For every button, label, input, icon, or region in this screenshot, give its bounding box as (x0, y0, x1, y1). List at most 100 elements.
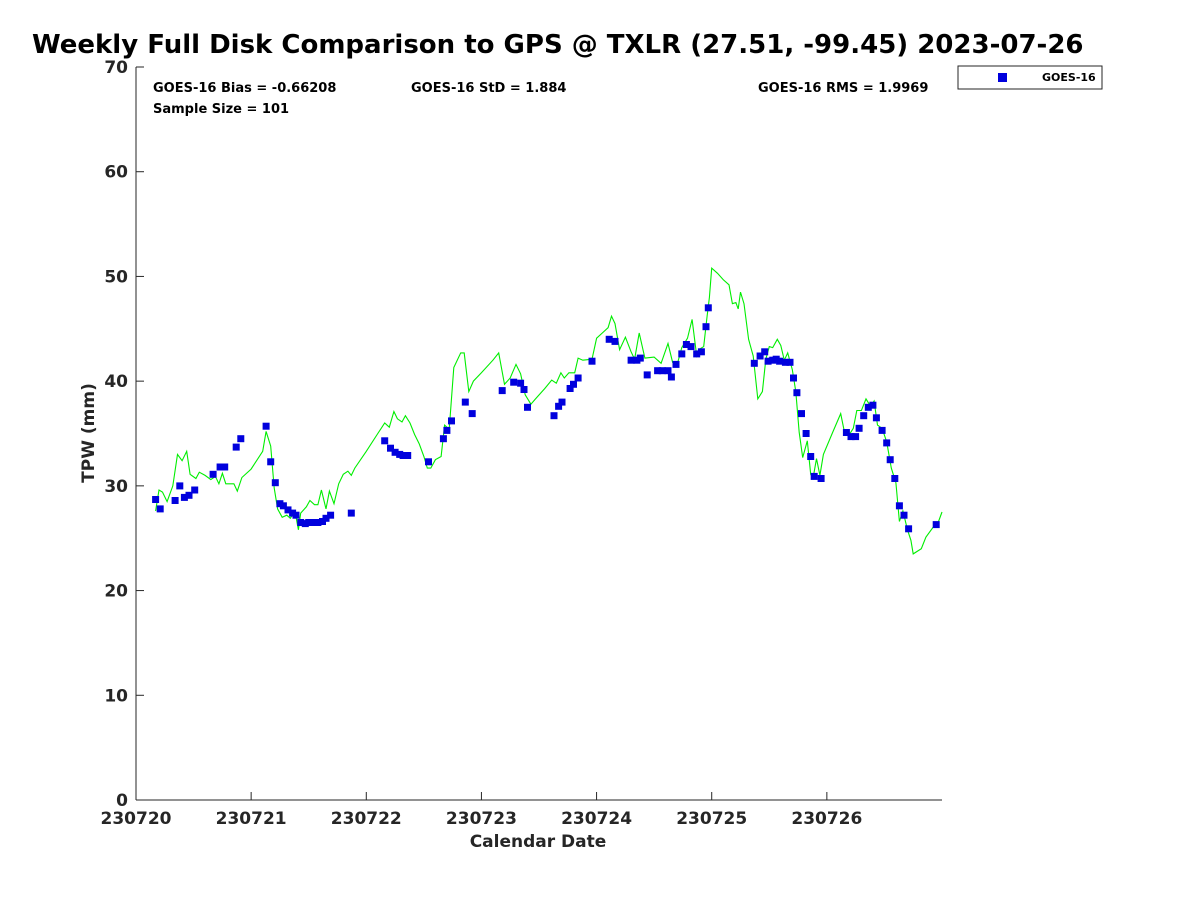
data-point-goes16 (439, 435, 447, 443)
data-point-goes16 (817, 475, 825, 482)
y-tick-label: 40 (104, 372, 128, 392)
x-tick-label: 230724 (561, 809, 632, 829)
data-point-goes16 (387, 444, 394, 452)
series-line-gps (155, 266, 943, 555)
data-point-goes16 (654, 367, 662, 375)
data-point-goes16 (520, 386, 528, 393)
data-point-goes16 (550, 412, 558, 420)
data-point-goes16 (702, 323, 710, 331)
y-axis-label: TPW (mm) (79, 383, 99, 483)
data-point-goes16 (404, 452, 412, 459)
y-tick-label: 10 (104, 686, 128, 706)
data-point-goes16 (185, 491, 193, 499)
x-axis-label: Calendar Date (470, 832, 607, 852)
legend: GOES-16 (957, 65, 1103, 90)
x-tick-label: 230722 (331, 809, 402, 829)
data-point-goes16 (682, 341, 690, 348)
data-point-goes16 (292, 511, 300, 519)
data-point-goes16 (381, 437, 389, 445)
data-point-goes16 (322, 514, 330, 522)
data-point-goes16 (180, 493, 188, 501)
data-point-goes16 (574, 374, 582, 382)
data-point-goes16 (895, 502, 903, 510)
data-point-goes16 (627, 356, 635, 364)
y-tick-label: 70 (104, 58, 128, 78)
data-point-goes16 (872, 414, 880, 422)
legend-label: GOES-16 (1042, 71, 1096, 84)
data-point-goes16 (932, 521, 940, 529)
data-point-goes16 (425, 458, 432, 466)
data-point-goes16 (237, 435, 245, 443)
data-point-goes16 (793, 389, 801, 397)
data-point-goes16 (693, 350, 701, 358)
data-point-goes16 (611, 337, 619, 345)
data-point-goes16 (271, 479, 279, 487)
data-point-goes16 (152, 496, 160, 503)
chart-title: Weekly Full Disk Comparison to GPS @ TXL… (32, 30, 1084, 60)
stat-bias: GOES-16 Bias = -0.66208 (153, 81, 336, 96)
data-point-goes16 (761, 348, 769, 356)
data-point-goes16 (327, 511, 335, 519)
data-point-goes16 (672, 360, 680, 368)
data-point-goes16 (399, 452, 407, 459)
data-point-goes16 (566, 385, 574, 392)
data-point-goes16 (156, 505, 164, 513)
data-point-goes16 (869, 401, 877, 409)
data-point-goes16 (847, 433, 855, 441)
data-point-goes16 (284, 506, 292, 514)
data-point-goes16 (864, 403, 872, 411)
data-point-goes16 (605, 335, 613, 343)
data-point-goes16 (802, 430, 810, 437)
data-point-goes16 (570, 380, 577, 388)
x-tick-label: 230723 (446, 809, 517, 829)
data-point-goes16 (314, 519, 322, 526)
data-point-goes16 (878, 426, 886, 434)
series-layer (152, 266, 943, 555)
data-point-goes16 (886, 456, 894, 464)
stat-sample-size: Sample Size = 101 (153, 102, 289, 117)
data-point-goes16 (510, 378, 518, 386)
x-tick-label: 230721 (216, 809, 287, 829)
y-tick-label: 0 (116, 791, 128, 811)
data-point-goes16 (191, 486, 199, 494)
data-point-goes16 (391, 448, 399, 456)
data-point-goes16 (305, 519, 313, 526)
data-point-goes16 (842, 429, 850, 436)
data-point-goes16 (855, 424, 863, 432)
x-ticks: 230720 230721 230722 230723 230724 230725 2307… (101, 792, 862, 829)
data-point-goes16 (443, 426, 451, 434)
data-point-goes16 (636, 354, 644, 362)
data-point-goes16 (558, 398, 566, 406)
data-point-goes16 (267, 458, 275, 466)
data-point-goes16 (776, 357, 784, 365)
data-point-goes16 (678, 350, 686, 358)
data-point-goes16 (279, 502, 287, 510)
y-ticks: 0 10 20 30 40 50 60 70 (104, 58, 144, 811)
data-point-goes16 (658, 367, 666, 375)
data-point-goes16 (883, 439, 891, 447)
data-point-goes16 (697, 348, 705, 356)
data-point-goes16 (756, 352, 764, 360)
data-point-goes16 (781, 358, 789, 366)
data-point-goes16 (687, 343, 695, 351)
data-point-goes16 (905, 525, 913, 533)
legend-marker (998, 73, 1007, 82)
data-point-goes16 (347, 509, 355, 517)
data-point-goes16 (171, 497, 179, 504)
data-point-goes16 (807, 453, 815, 460)
data-point-goes16 (786, 358, 794, 366)
data-point-goes16 (704, 304, 712, 312)
data-point-goes16 (764, 357, 772, 365)
data-point-goes16 (468, 410, 476, 418)
y-tick-label: 30 (104, 477, 128, 497)
data-point-goes16 (232, 443, 240, 451)
data-point-goes16 (852, 433, 860, 441)
data-point-goes16 (498, 387, 506, 395)
x-tick-label: 230725 (676, 809, 747, 829)
data-point-goes16 (297, 519, 305, 526)
data-point-goes16 (790, 374, 797, 382)
x-tick-label: 230720 (101, 809, 172, 829)
data-point-goes16 (176, 482, 184, 490)
data-point-goes16 (798, 410, 805, 418)
